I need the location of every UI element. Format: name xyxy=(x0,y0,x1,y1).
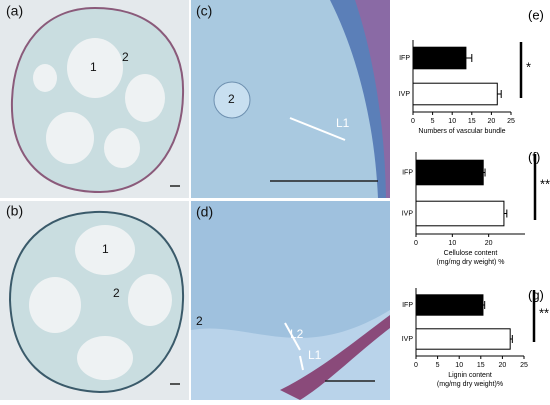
bar xyxy=(415,328,511,350)
cavity xyxy=(33,64,57,92)
y-tick-label: IFP xyxy=(399,55,410,62)
x-tick-label: 10 xyxy=(448,118,456,125)
micrograph-c: (c) 2 L1 xyxy=(191,0,390,198)
panel-label: (d) xyxy=(196,204,213,220)
bar xyxy=(415,200,505,227)
region-label: 2 xyxy=(122,50,129,64)
significance: * xyxy=(526,59,531,74)
cavity xyxy=(46,112,94,164)
x-tick-label: 25 xyxy=(520,362,528,369)
cortex xyxy=(355,0,390,198)
region-label: 2 xyxy=(113,286,120,300)
x-tick-label: 10 xyxy=(448,240,456,247)
x-tick-label: 20 xyxy=(488,118,496,125)
region-label: L1 xyxy=(308,348,322,362)
bar xyxy=(412,46,467,70)
y-tick-label: IFP xyxy=(402,169,413,176)
epidermis xyxy=(280,315,390,400)
cavity xyxy=(75,225,135,275)
region-label: 2 xyxy=(196,314,203,328)
cavity xyxy=(29,277,81,333)
x-axis-label: (mg/mg dry weight) % xyxy=(436,259,504,266)
panel-label: (c) xyxy=(196,3,212,19)
stem-section xyxy=(8,210,185,394)
cavity xyxy=(104,128,140,168)
region-label: 1 xyxy=(90,60,97,74)
error-bar xyxy=(497,90,502,98)
y-tick-label: IVP xyxy=(399,91,411,98)
x-tick-label: 5 xyxy=(431,118,435,125)
panel-label: (g) xyxy=(528,287,544,302)
x-axis-label: (mg/mg dry weight)% xyxy=(437,381,503,388)
cavity xyxy=(128,274,172,326)
bar xyxy=(415,294,484,316)
x-tick-label: 0 xyxy=(414,362,418,369)
error-bar xyxy=(482,301,486,309)
measure-line xyxy=(284,322,301,351)
x-tick-label: 5 xyxy=(436,362,440,369)
y-tick-label: IVP xyxy=(402,210,414,217)
y-tick-label: IFP xyxy=(402,302,413,309)
significance: ** xyxy=(539,305,549,320)
region-label: L2 xyxy=(290,327,304,341)
error-bar xyxy=(465,54,473,62)
y-tick-label: IVP xyxy=(402,336,414,343)
measure-line xyxy=(289,117,346,141)
bar xyxy=(412,82,498,106)
cavity xyxy=(77,336,133,380)
cavity xyxy=(125,74,165,122)
x-tick-label: 15 xyxy=(477,362,485,369)
x-axis-label: Lignin content xyxy=(448,372,492,379)
cavity xyxy=(67,38,123,98)
error-bar xyxy=(503,209,508,218)
micrograph-b: (b) 1 2 xyxy=(0,201,189,400)
x-axis-label: Cellulose content xyxy=(444,250,498,257)
measure-line xyxy=(299,355,304,371)
region-label: 1 xyxy=(102,242,109,256)
significance: ** xyxy=(540,176,550,191)
x-axis-label: Numbers of vascular bundle xyxy=(418,128,505,135)
bar xyxy=(415,159,484,186)
micrograph-d: (d) 2 L2 L1 xyxy=(191,201,390,400)
x-tick-label: 10 xyxy=(455,362,463,369)
panel-label: (a) xyxy=(6,3,23,19)
tissue xyxy=(191,310,390,400)
region-label: L1 xyxy=(336,116,350,130)
x-tick-label: 0 xyxy=(414,240,418,247)
x-tick-label: 25 xyxy=(507,118,515,125)
error-bar xyxy=(510,335,513,343)
x-tick-label: 0 xyxy=(411,118,415,125)
micrograph-a: (a) 1 2 xyxy=(0,0,189,198)
region-label: 2 xyxy=(228,92,235,106)
panel-label: (b) xyxy=(6,203,23,219)
x-tick-label: 20 xyxy=(499,362,507,369)
x-tick-label: 15 xyxy=(468,118,476,125)
panel-label: (e) xyxy=(528,7,544,22)
x-tick-label: 20 xyxy=(485,240,493,247)
cell xyxy=(213,81,251,119)
error-bar xyxy=(483,168,486,177)
